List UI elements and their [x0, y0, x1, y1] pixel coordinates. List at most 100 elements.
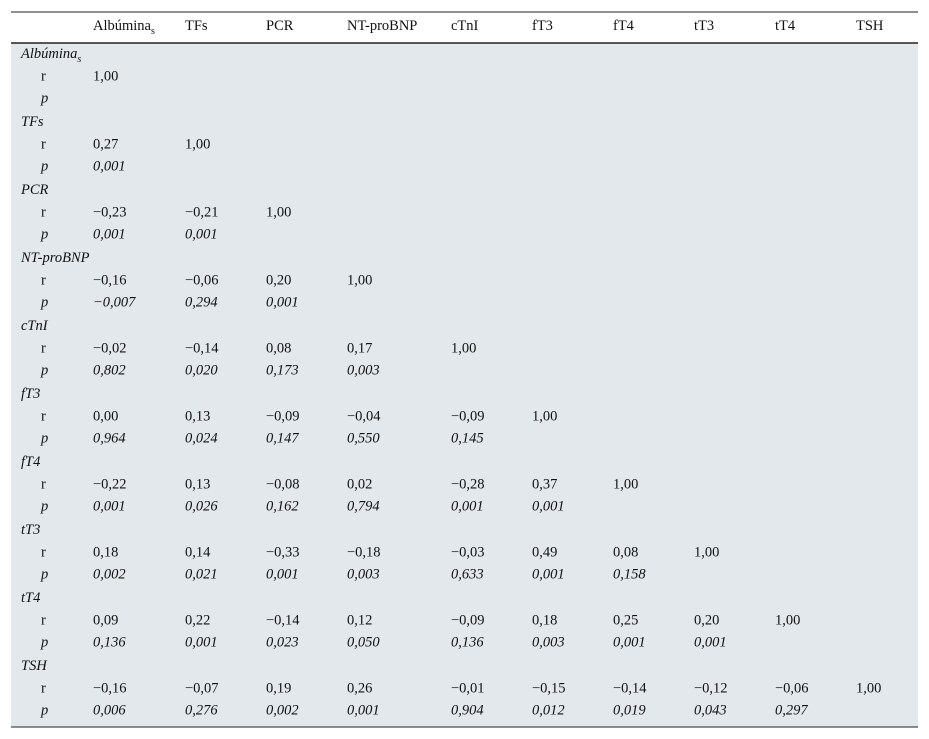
column-header-text: Albúmina [93, 18, 152, 34]
column-header-text: tT4 [775, 18, 796, 34]
row-group-label: tT4 [21, 590, 40, 606]
p-value: 0,003 [347, 362, 380, 378]
r-row-label: r [41, 204, 46, 220]
p-value: 0,550 [347, 430, 380, 446]
correlation-value: 0,18 [532, 612, 557, 628]
row-group-label: TSH [21, 658, 48, 674]
correlation-value: −0,23 [93, 204, 127, 220]
row-group-label-text: Albúmina [20, 46, 77, 62]
column-header: TSH [856, 18, 884, 34]
column-header: NT-proBNP [347, 18, 417, 34]
correlation-value: −0,01 [451, 680, 485, 696]
p-value: 0,001 [532, 498, 565, 514]
correlation-value: −0,15 [532, 680, 566, 696]
p-value: 0,001 [266, 294, 299, 310]
correlation-value: 0,27 [93, 136, 118, 152]
column-header: fT4 [613, 18, 635, 34]
row-group-label-text: PCR [20, 182, 49, 198]
row-group-label-subscript: s [77, 54, 81, 65]
p-value: 0,162 [266, 498, 299, 514]
p-value: 0,294 [185, 294, 218, 310]
column-header: fT3 [532, 18, 553, 34]
correlation-value: 0,13 [185, 408, 210, 424]
correlation-value: −0,02 [93, 340, 127, 356]
correlation-value: −0,14 [266, 612, 300, 628]
r-row-label: r [41, 544, 46, 560]
row-group-label-text: NT-proBNP [20, 250, 90, 266]
correlation-value: −0,14 [185, 340, 219, 356]
correlation-value: −0,21 [185, 204, 219, 220]
row-group-label: cTnI [21, 318, 49, 334]
r-row-label: r [41, 68, 46, 84]
correlation-value: 1,00 [613, 476, 638, 492]
correlation-value: 0,19 [266, 680, 291, 696]
p-value: 0,145 [451, 430, 484, 446]
p-value: 0,043 [694, 702, 727, 718]
correlation-value: 1,00 [93, 68, 118, 84]
correlation-value: 0,37 [532, 476, 557, 492]
p-value: 0,136 [93, 634, 126, 650]
p-value: 0,001 [613, 634, 646, 650]
p-value: 0,001 [694, 634, 727, 650]
column-header-subscript: s [151, 26, 155, 37]
column-header: tT3 [694, 18, 714, 34]
r-row-label: r [41, 680, 46, 696]
p-value: 0,136 [451, 634, 484, 650]
r-row-label: r [41, 340, 46, 356]
p-value: 0,001 [266, 566, 299, 582]
row-group-label: fT3 [21, 386, 40, 402]
row-group-label-text: tT4 [21, 590, 40, 606]
p-value: 0,001 [347, 702, 380, 718]
p-value: 0,001 [185, 634, 218, 650]
p-value: 0,158 [613, 566, 646, 582]
p-value: 0,297 [775, 702, 808, 718]
row-group-label: NT-proBNP [20, 250, 90, 266]
p-value: 0,023 [266, 634, 299, 650]
row-group-label: PCR [20, 182, 49, 198]
p-row-label: p [40, 702, 48, 718]
p-value: 0,147 [266, 430, 299, 446]
correlation-value: 1,00 [451, 340, 476, 356]
correlation-value: −0,16 [93, 272, 127, 288]
correlation-value: 1,00 [185, 136, 210, 152]
correlation-value: 0,02 [347, 476, 372, 492]
correlation-value: 1,00 [266, 204, 291, 220]
correlation-value: −0,03 [451, 544, 485, 560]
p-value: 0,001 [185, 226, 218, 242]
row-group-label-text: TFs [21, 114, 44, 130]
column-header: TFs [185, 18, 208, 34]
column-header-text: NT-proBNP [347, 18, 417, 34]
p-value: 0,003 [347, 566, 380, 582]
p-value: 0,002 [266, 702, 299, 718]
p-row-label: p [40, 362, 48, 378]
correlation-value: −0,04 [347, 408, 381, 424]
p-row-label: p [40, 294, 48, 310]
row-group-label: Albúminas [20, 46, 81, 65]
p-value: 0,021 [185, 566, 218, 582]
p-value: −0,007 [93, 294, 136, 310]
row-group-label-text: cTnI [21, 318, 49, 334]
correlation-value: 0,18 [93, 544, 118, 560]
row-group-label: fT4 [21, 454, 40, 470]
p-value: 0,001 [93, 158, 126, 174]
p-row-label: p [40, 226, 48, 242]
p-value: 0,964 [93, 430, 126, 446]
correlation-value: 0,20 [694, 612, 719, 628]
p-value: 0,001 [93, 498, 126, 514]
correlation-value: 0,08 [613, 544, 638, 560]
correlation-value: 1,00 [532, 408, 557, 424]
correlation-value: −0,09 [266, 408, 300, 424]
correlation-value: −0,18 [347, 544, 381, 560]
p-value: 0,001 [451, 498, 484, 514]
p-value: 0,003 [532, 634, 565, 650]
column-header: PCR [266, 18, 294, 34]
p-row-label: p [40, 90, 48, 106]
row-group-label-text: fT3 [21, 386, 40, 402]
correlation-value: −0,06 [185, 272, 219, 288]
r-row-label: r [41, 612, 46, 628]
correlation-value: 0,00 [93, 408, 118, 424]
correlation-value: 1,00 [856, 680, 881, 696]
column-header: cTnI [451, 18, 479, 34]
column-header-text: fT3 [532, 18, 553, 34]
correlation-value: −0,22 [93, 476, 127, 492]
